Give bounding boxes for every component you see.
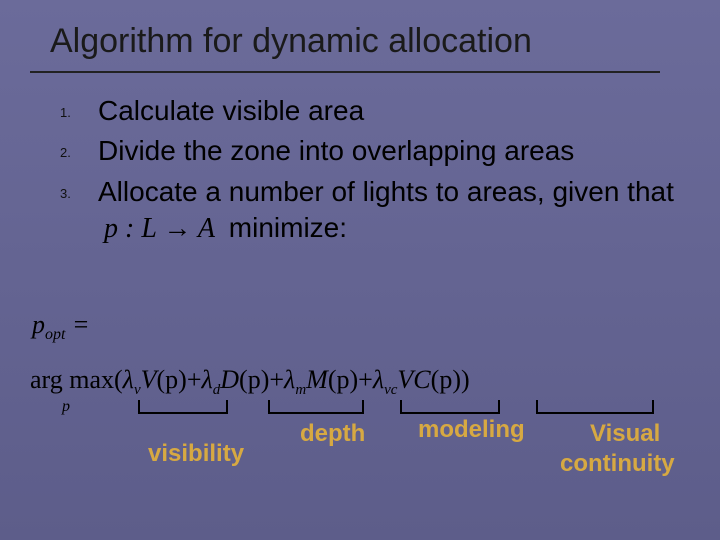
lambda-sub: v xyxy=(134,382,141,398)
list-item: 2. Divide the zone into overlapping area… xyxy=(60,133,680,169)
main-formula: arg max(λvV(p)+λdD(p)+λmM(p)+λvcVC(p)) xyxy=(30,365,470,399)
label-depth: depth xyxy=(300,420,365,448)
fn: M xyxy=(306,365,328,394)
item-number: 2. xyxy=(60,133,98,160)
lambda-sub: vc xyxy=(384,382,397,398)
plus: + xyxy=(269,365,284,394)
inline-formula: p : L → A xyxy=(98,213,221,244)
list-item: 3. Allocate a number of lights to areas,… xyxy=(60,174,680,248)
item-text: Divide the zone into overlapping areas xyxy=(98,133,680,169)
arg: (p) xyxy=(157,365,187,394)
bracket-depth xyxy=(268,400,364,414)
argmax: arg max xyxy=(30,365,114,394)
lambda: λ xyxy=(202,365,213,394)
item-text: Allocate a number of lights to areas, gi… xyxy=(98,174,680,248)
argmax-subscript: p xyxy=(62,398,70,416)
lambda: λ xyxy=(373,365,384,394)
p-eq: = xyxy=(65,310,89,339)
lambda: λ xyxy=(284,365,295,394)
arg: (p) xyxy=(328,365,358,394)
bracket-modeling xyxy=(400,400,500,414)
paren-open: ( xyxy=(114,365,123,394)
plus: + xyxy=(187,365,202,394)
p-opt: popt = xyxy=(32,310,90,344)
fn: V xyxy=(141,365,157,394)
slide-title: Algorithm for dynamic allocation xyxy=(0,0,720,71)
lambda-sub: m xyxy=(295,382,306,398)
fn: D xyxy=(220,365,239,394)
item-number: 1. xyxy=(60,93,98,120)
lambda: λ xyxy=(123,365,134,394)
item-number: 3. xyxy=(60,174,98,201)
arg: (p) xyxy=(239,365,269,394)
p-sub: opt xyxy=(45,326,65,343)
plus: + xyxy=(358,365,373,394)
label-continuity: continuity xyxy=(560,450,675,478)
bracket-vc xyxy=(536,400,654,414)
label-modeling: modeling xyxy=(418,416,525,444)
label-visibility: visibility xyxy=(148,440,244,468)
arg: (p) xyxy=(431,365,461,394)
bracket-visibility xyxy=(138,400,228,414)
numbered-list: 1. Calculate visible area 2. Divide the … xyxy=(0,73,720,248)
item-text: Calculate visible area xyxy=(98,93,680,129)
paren-close: ) xyxy=(461,365,470,394)
list-item: 1. Calculate visible area xyxy=(60,93,680,129)
item-text-a: Allocate a number of lights to areas, gi… xyxy=(98,176,674,207)
label-visual: Visual xyxy=(590,420,660,448)
p-var: p xyxy=(32,310,45,339)
item-text-b: minimize: xyxy=(229,212,347,243)
fn: VC xyxy=(397,365,430,394)
